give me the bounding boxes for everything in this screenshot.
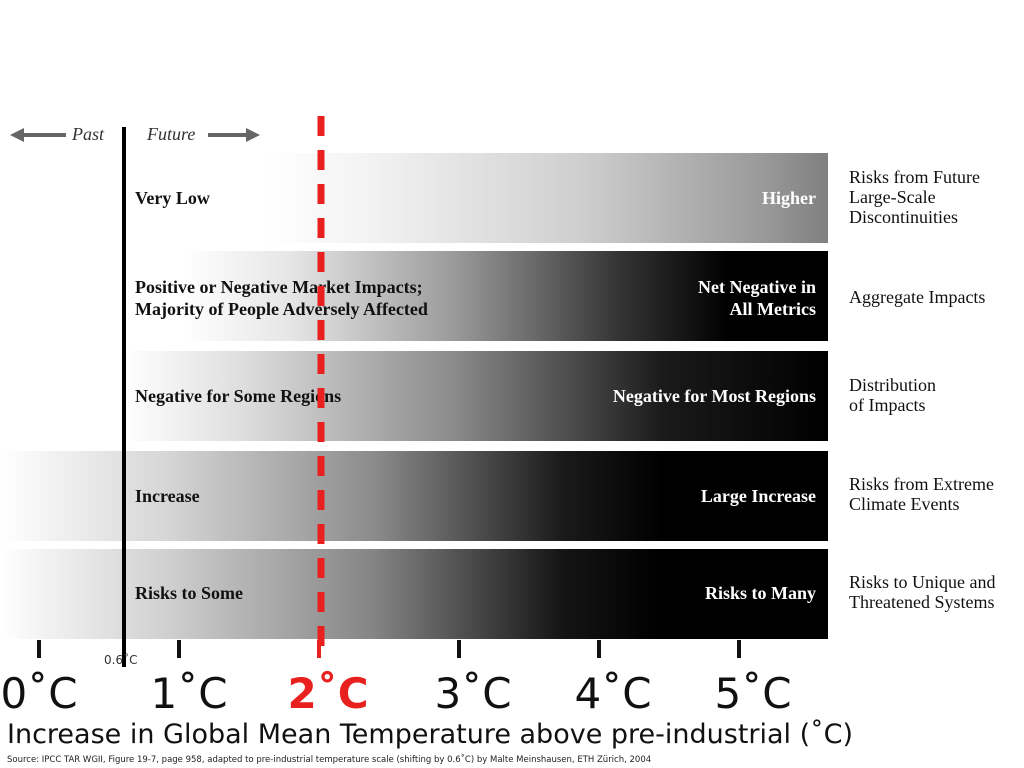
past-label: Past bbox=[72, 124, 105, 144]
tick-0 bbox=[37, 640, 41, 658]
tick-label-2: 2˚C bbox=[287, 669, 369, 718]
future-arrow-icon bbox=[208, 128, 260, 142]
tick-2 bbox=[317, 640, 321, 658]
row-3-right-label: Negative for Most Regions bbox=[612, 386, 816, 406]
future-label: Future bbox=[147, 124, 196, 144]
axis-title: Increase in Global Mean Temperature abov… bbox=[7, 719, 854, 750]
tick-label-0: 0˚C bbox=[0, 669, 78, 718]
row-3-category: Distribution of Impacts bbox=[849, 375, 937, 415]
row-4-left-label: Increase bbox=[135, 486, 200, 506]
present-day-line bbox=[122, 127, 126, 667]
tick-5 bbox=[737, 640, 741, 658]
tick-label-4: 4˚C bbox=[574, 669, 652, 718]
row-1-left-label: Very Low bbox=[135, 188, 210, 208]
row-4-right-label: Large Increase bbox=[700, 486, 816, 506]
band-distribution bbox=[0, 351, 828, 441]
past-future-arrows bbox=[10, 128, 260, 142]
tick-label-3: 3˚C bbox=[434, 669, 512, 718]
band-discontinuities bbox=[0, 153, 828, 243]
row-2-category: Aggregate Impacts bbox=[849, 287, 986, 307]
present-temperature-label: 0.6˚C bbox=[104, 653, 138, 667]
row-2-right-label: Net Negative in All Metrics bbox=[698, 277, 816, 319]
band-extreme-events bbox=[0, 451, 828, 541]
row-5-category: Risks to Unique and Threatened Systems bbox=[849, 572, 996, 612]
row-2-left-label: Positive or Negative Market Impacts; Maj… bbox=[135, 277, 428, 319]
source-note: Source: IPCC TAR WGII, Figure 19-7, page… bbox=[7, 755, 652, 765]
row-1-category: Risks from Future Large-Scale Discontinu… bbox=[849, 167, 981, 227]
band-unique-systems bbox=[0, 549, 828, 639]
tick-1 bbox=[177, 640, 181, 658]
row-3-left-label: Negative for Some Regions bbox=[135, 386, 342, 406]
tick-4 bbox=[597, 640, 601, 658]
row-1-right-label: Higher bbox=[762, 188, 816, 208]
past-arrow-icon bbox=[10, 128, 66, 142]
tick-3 bbox=[457, 640, 461, 658]
band-aggregate bbox=[0, 251, 828, 341]
row-5-right-label: Risks to Many bbox=[704, 583, 816, 603]
tick-label-1: 1˚C bbox=[150, 669, 228, 718]
row-5-left-label: Risks to Some bbox=[135, 583, 244, 603]
tick-label-5: 5˚C bbox=[714, 669, 792, 718]
two-degree-threshold-line bbox=[317, 116, 325, 660]
row-4-category: Risks from Extreme Climate Events bbox=[849, 474, 994, 514]
